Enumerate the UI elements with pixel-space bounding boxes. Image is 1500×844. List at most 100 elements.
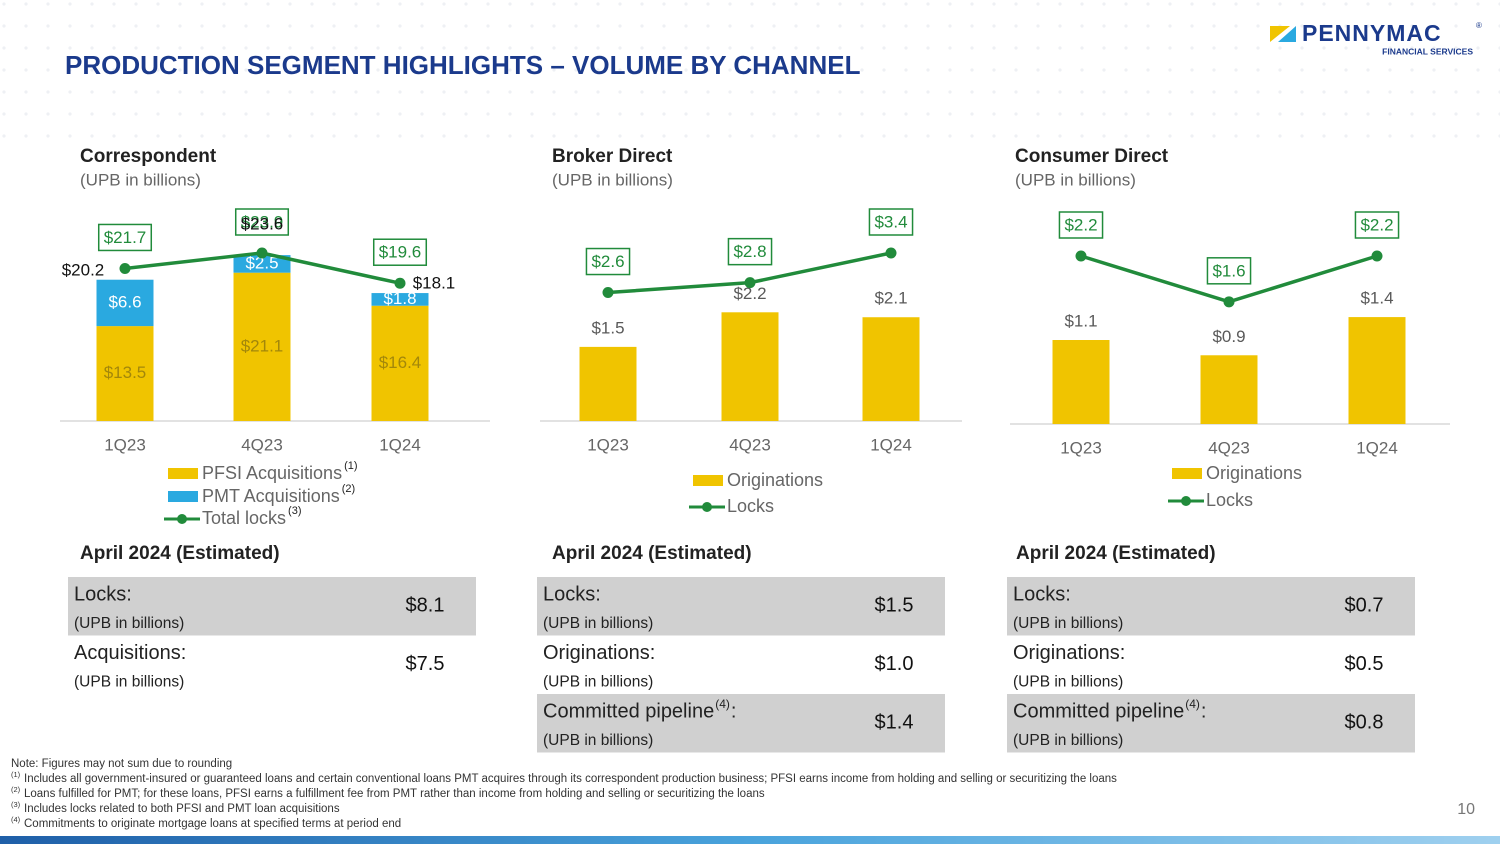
line-label-box: [868, 208, 914, 236]
note-text: Loans fulfilled for PMT; for these loans…: [24, 788, 765, 800]
row-label: Locks:: [543, 583, 601, 605]
table-row-bg: [1007, 694, 1415, 753]
row-label: Originations:: [543, 642, 655, 664]
note-mark: (4): [11, 815, 21, 824]
bar-value-label: $2.2: [733, 284, 766, 303]
x-tick-label: 1Q23: [104, 435, 146, 454]
x-tick-label: 1Q24: [1356, 438, 1398, 457]
logo-mark: ®: [1476, 21, 1482, 30]
bar: [371, 305, 429, 421]
row-label-end: :: [731, 700, 737, 722]
bar: [579, 346, 637, 421]
line-value-label: $2.8: [733, 242, 766, 261]
bar: [233, 255, 291, 273]
line-point: [1371, 250, 1383, 262]
line-label-box: [372, 238, 428, 266]
row-label-sup: (4): [1185, 697, 1200, 711]
background-dots: [0, 0, 1500, 150]
footer-stripe: [0, 836, 1500, 844]
legend-label: Locks: [1206, 490, 1253, 510]
legend-swatch: [168, 491, 198, 502]
line-value-label: $1.6: [1212, 261, 1245, 280]
chart-subtitle: (UPB in billions): [552, 170, 673, 189]
line-point: [256, 247, 268, 259]
row-sublabel: (UPB in billions): [543, 732, 653, 749]
legend-footnote: (1): [344, 460, 357, 472]
slide-title: PRODUCTION SEGMENT HIGHLIGHTS – VOLUME B…: [65, 50, 861, 80]
bar-value-label: $21.1: [241, 336, 284, 355]
legend-label: PFSI Acquisitions: [202, 463, 342, 483]
page-number: 10: [1457, 801, 1475, 818]
row-value: $0.8: [1345, 711, 1384, 733]
row-label: Committed pipeline: [543, 700, 714, 722]
line-point: [602, 287, 614, 299]
bar-value-label: $1.8: [383, 289, 416, 308]
bar-value-label: $1.5: [591, 318, 624, 337]
bar: [862, 317, 920, 421]
row-sublabel: (UPB in billions): [1013, 615, 1123, 632]
row-sublabel: (UPB in billions): [1013, 674, 1123, 691]
legend-footnote: (2): [342, 483, 355, 495]
bar: [96, 326, 154, 421]
bar-value-label: $1.4: [1360, 289, 1393, 308]
row-label: Locks:: [1013, 583, 1071, 605]
logo-text: PENNYMAC: [1302, 20, 1442, 46]
table-row-bg: [537, 694, 945, 753]
legend-label: Originations: [727, 470, 823, 490]
table-row-bg: [1007, 577, 1415, 636]
line-value-label: $21.7: [104, 228, 147, 247]
legend-swatch: [177, 514, 187, 524]
row-sublabel: (UPB in billions): [543, 615, 653, 632]
legend-label: PMT Acquisitions: [202, 486, 340, 506]
bar: [233, 272, 291, 421]
legend-footnote: (3): [288, 505, 301, 517]
bar-value-label: $0.9: [1212, 327, 1245, 346]
row-value: $1.5: [875, 594, 914, 616]
bar: [1052, 340, 1110, 424]
x-tick-label: 4Q23: [1208, 438, 1250, 457]
bar-value-label: $13.5: [104, 363, 147, 382]
table-title: April 2024 (Estimated): [552, 543, 752, 564]
legend-label: Total locks: [202, 508, 286, 528]
bar-value-label: $16.4: [379, 353, 422, 372]
x-tick-label: 4Q23: [729, 435, 771, 454]
row-value: $1.0: [875, 653, 914, 675]
row-sublabel: (UPB in billions): [74, 615, 184, 632]
table-title: April 2024 (Estimated): [1016, 543, 1216, 564]
row-label: Locks:: [74, 583, 132, 605]
line-label-box: [727, 237, 773, 266]
legend-label: Locks: [727, 496, 774, 516]
legend-swatch: [693, 475, 723, 486]
x-tick-label: 1Q24: [870, 435, 912, 454]
bar-value-label: $2.5: [245, 253, 278, 272]
note-mark: (3): [11, 800, 21, 809]
row-label: Committed pipeline: [1013, 700, 1184, 722]
legend-swatch: [168, 468, 198, 479]
line-point: [885, 247, 897, 259]
line-value-label: $2.2: [1064, 215, 1097, 234]
note-intro: Note: Figures may not sum due to roundin…: [11, 758, 232, 770]
bar: [371, 293, 429, 306]
row-value: $0.7: [1345, 594, 1384, 616]
legend-swatch: [1181, 496, 1191, 506]
line-point: [119, 262, 131, 274]
line-label-box: [1058, 211, 1104, 239]
bar: [721, 312, 779, 421]
row-value: $8.1: [406, 594, 445, 616]
line-point: [1075, 250, 1087, 262]
line-value-label: $2.6: [591, 252, 624, 271]
line-value-label: $3.4: [874, 212, 907, 231]
total-label: $23.6: [241, 215, 284, 234]
row-sublabel: (UPB in billions): [543, 674, 653, 691]
note-mark: (1): [11, 770, 21, 779]
x-tick-label: 1Q24: [379, 435, 421, 454]
chart-subtitle: (UPB in billions): [80, 170, 201, 189]
total-label: $20.2: [62, 260, 105, 279]
x-tick-label: 1Q23: [587, 435, 629, 454]
note-mark: (2): [11, 785, 21, 794]
row-sublabel: (UPB in billions): [1013, 732, 1123, 749]
chart-title: Broker Direct: [552, 146, 673, 167]
bar-value-label: $1.1: [1064, 311, 1097, 330]
x-tick-label: 4Q23: [241, 435, 283, 454]
